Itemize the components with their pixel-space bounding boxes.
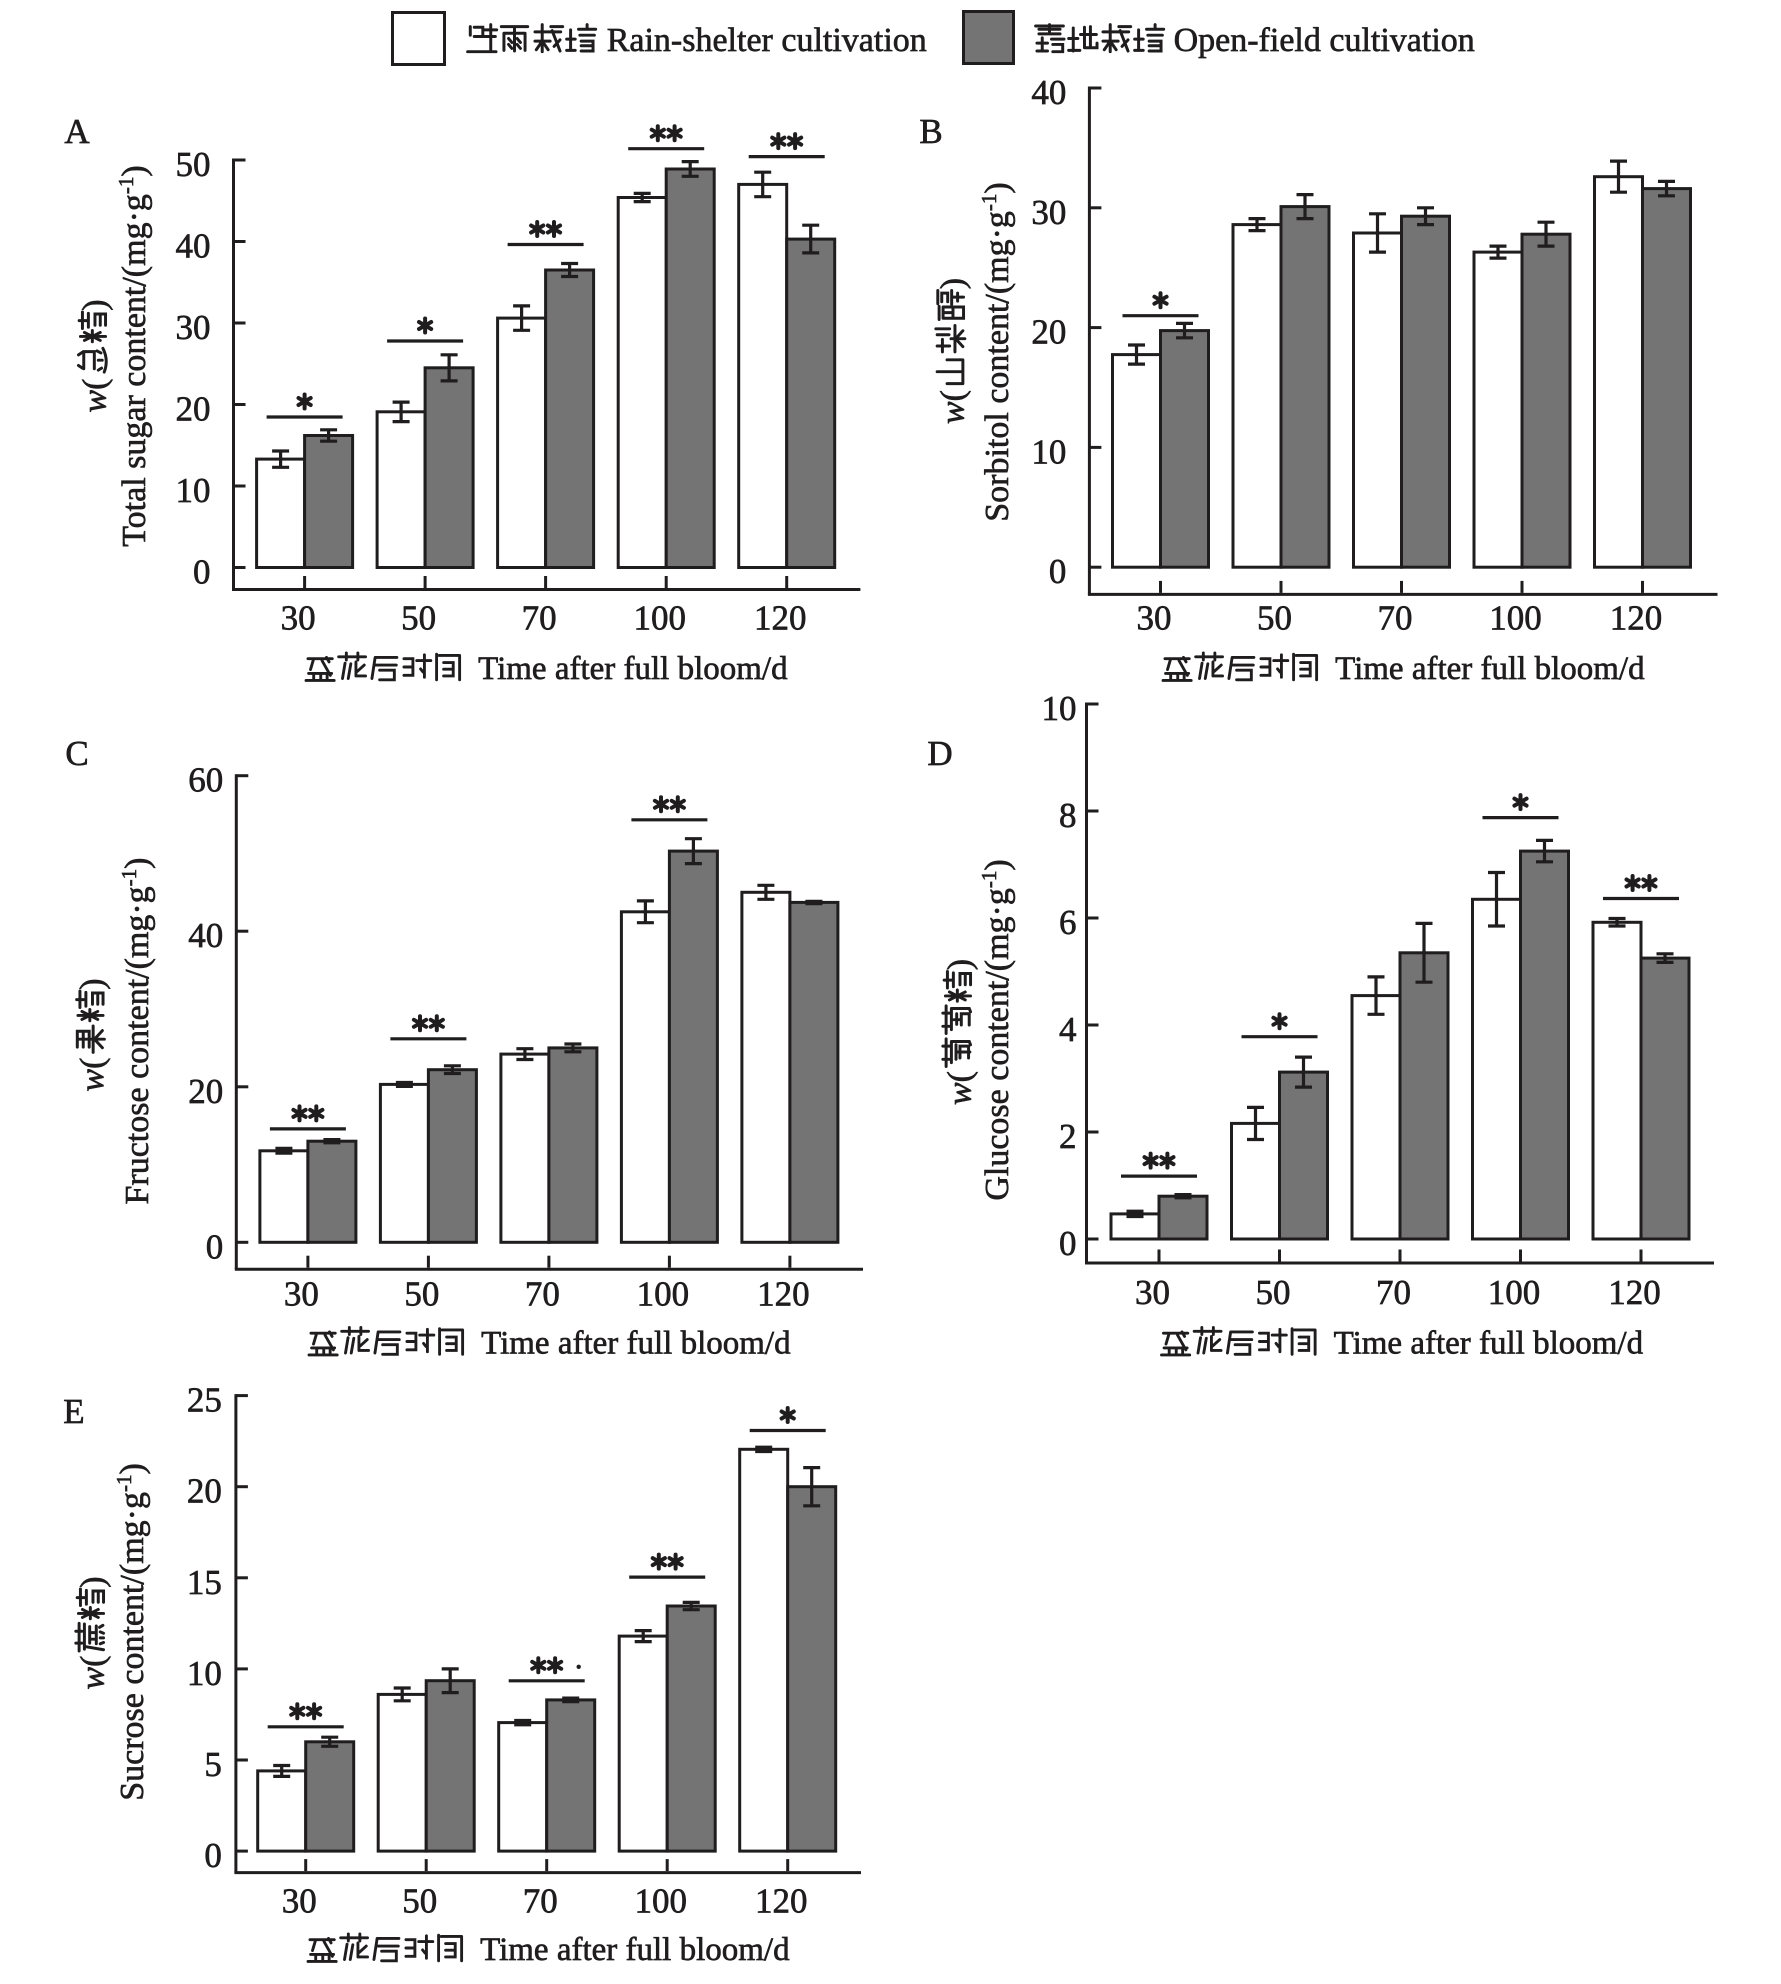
svg-text:70: 70 (523, 1882, 558, 1921)
svg-text:50: 50 (1257, 599, 1292, 638)
svg-text:30: 30 (176, 308, 211, 347)
svg-text:A: A (64, 112, 90, 151)
svg-text:): ) (74, 978, 111, 989)
svg-text:20: 20 (1031, 313, 1066, 352)
svg-text:70: 70 (1376, 1273, 1411, 1312)
svg-text:50: 50 (176, 145, 211, 184)
svg-text:2: 2 (1059, 1117, 1077, 1156)
svg-text:30: 30 (1137, 599, 1172, 638)
svg-text:Time after full bloom/d: Time after full bloom/d (480, 1932, 790, 1968)
svg-text:70: 70 (525, 1275, 560, 1314)
svg-text:10: 10 (1042, 689, 1077, 728)
svg-text:30: 30 (1031, 193, 1066, 232)
svg-text:70: 70 (522, 599, 557, 638)
svg-text:10: 10 (1031, 432, 1066, 471)
svg-text:50: 50 (402, 1882, 437, 1921)
svg-text:120: 120 (757, 1275, 810, 1314)
svg-text:Time after full bloom/d: Time after full bloom/d (478, 651, 788, 687)
svg-text:25: 25 (187, 1381, 222, 1420)
svg-text:30: 30 (281, 599, 316, 638)
svg-text:70: 70 (1378, 599, 1413, 638)
svg-text:Rain-shelter cultivation: Rain-shelter cultivation (607, 22, 927, 59)
svg-text:): ) (77, 299, 114, 310)
svg-text:6: 6 (1059, 903, 1077, 942)
svg-text:30: 30 (1135, 1273, 1170, 1312)
svg-text:120: 120 (1610, 599, 1663, 638)
svg-text:40: 40 (188, 916, 223, 955)
svg-text:5: 5 (204, 1745, 222, 1784)
svg-text:120: 120 (1608, 1273, 1661, 1312)
svg-text:10: 10 (176, 471, 211, 510)
svg-text:D: D (927, 734, 952, 773)
svg-text:): ) (75, 1576, 112, 1587)
svg-text:B: B (919, 112, 942, 151)
svg-text:0: 0 (204, 1836, 222, 1875)
svg-text:100: 100 (1488, 1273, 1541, 1312)
svg-text:100: 100 (1489, 599, 1542, 638)
svg-text:): ) (942, 959, 979, 970)
svg-text:Time after full bloom/d: Time after full bloom/d (1335, 651, 1645, 687)
svg-text:Time after full bloom/d: Time after full bloom/d (1334, 1326, 1644, 1362)
svg-text:0: 0 (1059, 1224, 1077, 1263)
svg-text:Sorbitol content/(mg·g-1): Sorbitol content/(mg·g-1) (977, 182, 1016, 522)
svg-text:8: 8 (1059, 796, 1077, 835)
svg-text:Fructose content/(mg·g-1): Fructose content/(mg·g-1) (117, 857, 156, 1204)
svg-text:100: 100 (637, 1275, 690, 1314)
svg-text:15: 15 (187, 1563, 222, 1602)
svg-text:Sucrose content/(mg·g-1): Sucrose content/(mg·g-1) (112, 1463, 151, 1801)
svg-text:0: 0 (1049, 552, 1067, 591)
svg-text:): ) (935, 278, 972, 289)
svg-text:20: 20 (187, 1472, 222, 1511)
svg-text:50: 50 (401, 599, 436, 638)
svg-text:w(: w( (935, 390, 972, 424)
svg-text:C: C (65, 734, 88, 773)
svg-text:Glucose content/(mg·g-1): Glucose content/(mg·g-1) (977, 859, 1016, 1200)
svg-text:10: 10 (187, 1654, 222, 1693)
svg-text:Open-field cultivation: Open-field cultivation (1174, 22, 1475, 59)
svg-text:E: E (63, 1392, 84, 1431)
svg-text:Time after full bloom/d: Time after full bloom/d (481, 1326, 791, 1362)
svg-text:0: 0 (193, 553, 211, 592)
svg-text:50: 50 (404, 1275, 439, 1314)
svg-text:20: 20 (188, 1072, 223, 1111)
svg-text:w(: w( (77, 379, 114, 413)
svg-text:30: 30 (282, 1882, 317, 1921)
svg-text:120: 120 (754, 599, 807, 638)
svg-text:100: 100 (634, 1882, 687, 1921)
svg-text:40: 40 (1031, 73, 1066, 112)
svg-text:100: 100 (633, 599, 686, 638)
svg-text:50: 50 (1256, 1273, 1291, 1312)
svg-text:30: 30 (284, 1275, 319, 1314)
svg-text:4: 4 (1059, 1010, 1077, 1049)
svg-text:0: 0 (206, 1227, 224, 1266)
svg-text:40: 40 (176, 227, 211, 266)
svg-text:w(: w( (74, 1058, 111, 1092)
svg-text:120: 120 (755, 1882, 808, 1921)
svg-text:60: 60 (188, 761, 223, 800)
svg-text:Total sugar content/(mg·g-1): Total sugar content/(mg·g-1) (114, 165, 153, 546)
svg-text:w(: w( (942, 1071, 979, 1105)
svg-text:20: 20 (176, 390, 211, 429)
svg-text:w(: w( (75, 1656, 112, 1690)
